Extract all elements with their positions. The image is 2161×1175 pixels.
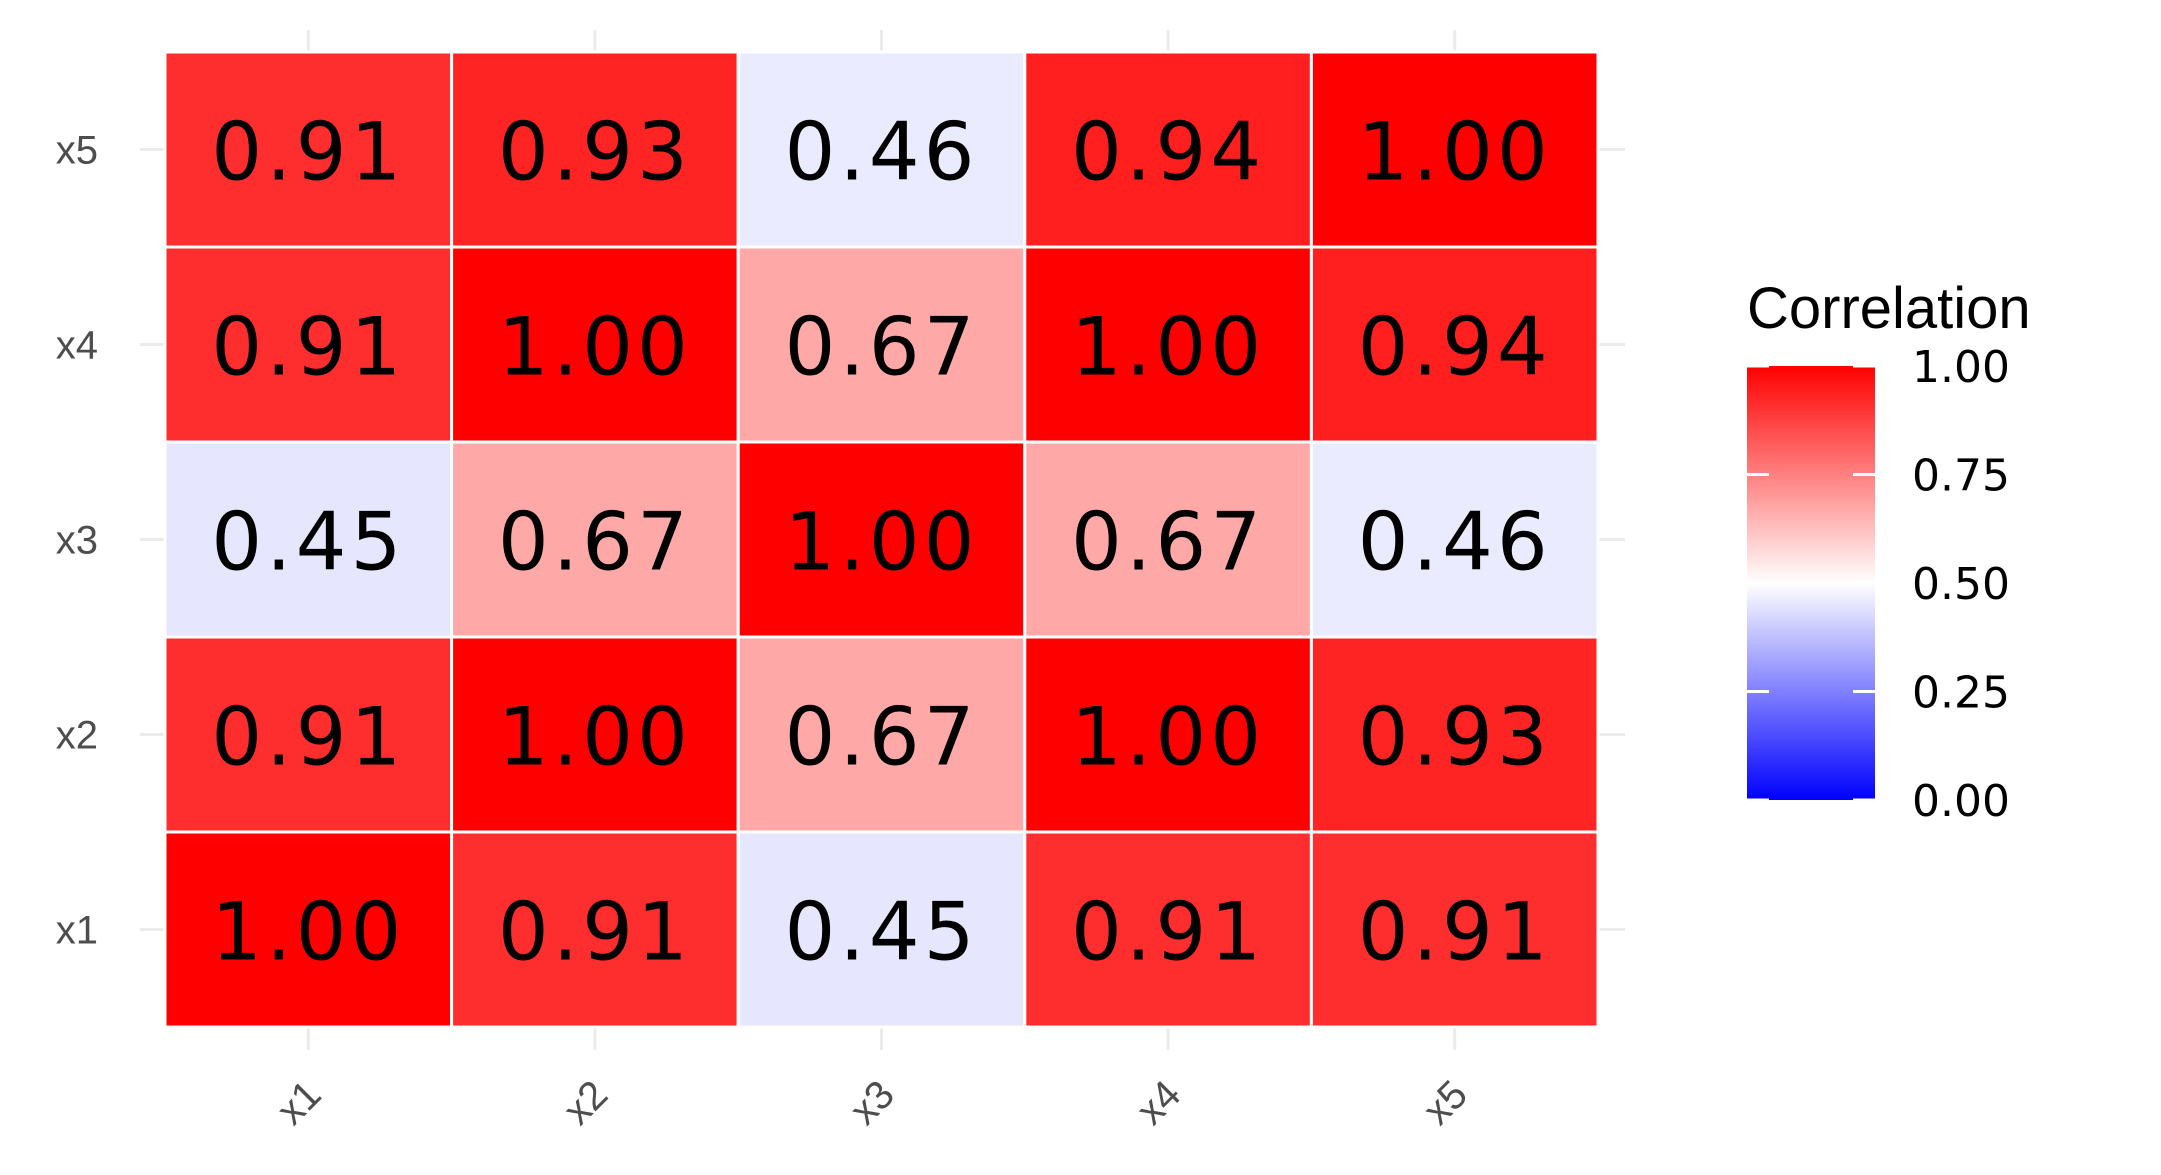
cell-value-label: 0.91 xyxy=(211,106,405,199)
heatmap-cell xyxy=(1309,830,1600,1029)
y-tick-label: x3 xyxy=(56,519,98,563)
heatmap-cell xyxy=(736,830,1027,1029)
heatmap-cell xyxy=(736,50,1027,249)
heatmap-cell xyxy=(450,245,740,444)
cell-value-label: 0.91 xyxy=(498,886,692,979)
legend-tick-label: 0.75 xyxy=(1912,451,2010,502)
legend-title: Correlation xyxy=(1747,276,2031,341)
heatmap-cell xyxy=(1023,635,1313,834)
cell-value-label: 0.67 xyxy=(784,691,978,784)
cell-value-label: 0.67 xyxy=(1071,496,1265,589)
cell-value-label: 1.00 xyxy=(498,301,692,394)
x-tick-label: x3 xyxy=(842,1072,903,1133)
cell-value-label: 0.91 xyxy=(211,691,405,784)
heatmap-cell xyxy=(450,830,740,1029)
heatmap-cells: 1.00 0.91 0.45 0.91 0.91 0.91 1.00 0.67 1.00 0.93… xyxy=(163,50,1600,1029)
x-tick-label: x5 xyxy=(1415,1072,1476,1133)
legend-tick-label: 1.00 xyxy=(1912,342,2010,393)
x-tick-label: x2 xyxy=(555,1072,616,1133)
cell-value-label: 0.46 xyxy=(784,106,978,199)
heatmap-cell xyxy=(1309,245,1600,444)
heatmap-cell xyxy=(163,245,454,444)
heatmap-cell xyxy=(1309,50,1600,249)
cell-value-label: 1.00 xyxy=(498,691,692,784)
cell-value-label: 1.00 xyxy=(211,886,405,979)
cell-value-label: 0.67 xyxy=(498,496,692,589)
heatmap-cell xyxy=(163,440,454,639)
legend: Correlation 1.00 0.75 0.50 0.25 0.00 xyxy=(1747,276,2031,827)
cell-value-label: 0.94 xyxy=(1358,301,1552,394)
cell-value-label: 0.46 xyxy=(1358,496,1552,589)
x-tick-label: x1 xyxy=(269,1072,330,1133)
legend-tick-label: 0.00 xyxy=(1912,776,2010,827)
cell-value-label: 0.45 xyxy=(211,496,405,589)
cell-value-label: 1.00 xyxy=(1358,106,1552,199)
heatmap-cell xyxy=(450,635,740,834)
legend-tick-label: 0.50 xyxy=(1912,559,2010,610)
y-tick-label: x1 xyxy=(56,909,98,953)
cell-value-label: 1.00 xyxy=(1071,301,1265,394)
y-tick-label: x4 xyxy=(56,324,98,368)
cell-value-label: 0.67 xyxy=(784,301,978,394)
cell-value-label: 0.45 xyxy=(784,886,978,979)
heatmap-cell xyxy=(736,635,1027,834)
heatmap-cell xyxy=(1023,50,1313,249)
heatmap-cell xyxy=(450,440,740,639)
y-tick-label: x2 xyxy=(56,714,98,758)
heatmap-cell xyxy=(163,635,454,834)
heatmap-cell xyxy=(1309,635,1600,834)
cell-value-label: 1.00 xyxy=(1071,691,1265,784)
legend-tick-label: 0.25 xyxy=(1912,668,2010,719)
cell-value-label: 0.93 xyxy=(1358,691,1552,784)
cell-value-label: 0.93 xyxy=(498,106,692,199)
y-tick-label: x5 xyxy=(56,129,98,173)
heatmap-cell xyxy=(1023,830,1313,1029)
cell-value-label: 0.91 xyxy=(1358,886,1552,979)
heatmap-cell xyxy=(736,440,1027,639)
cell-value-label: 0.91 xyxy=(1071,886,1265,979)
cell-value-label: 0.94 xyxy=(1071,106,1265,199)
cell-value-label: 0.91 xyxy=(211,301,405,394)
cell-value-label: 1.00 xyxy=(784,496,978,589)
x-tick-label: x4 xyxy=(1128,1072,1189,1133)
heatmap-cell xyxy=(163,50,454,249)
